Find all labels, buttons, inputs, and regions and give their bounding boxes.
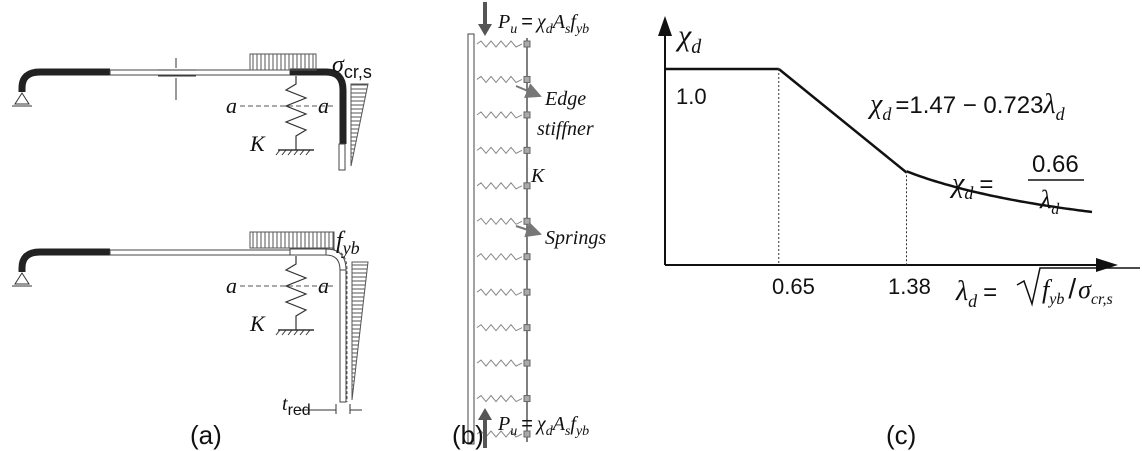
curve-segment-3	[906, 170, 1093, 214]
label-a-left: a	[226, 93, 237, 118]
label-springs: Springs	[545, 227, 606, 249]
label-tred: tred	[282, 393, 311, 419]
spring	[476, 182, 523, 190]
spring	[476, 288, 523, 296]
stiffener-node	[523, 40, 531, 48]
spring	[476, 75, 523, 84]
flange-left-thick	[18, 248, 110, 272]
lip-thin	[338, 143, 346, 171]
pin-support	[14, 92, 30, 105]
label-a-right: a	[318, 273, 329, 298]
spring	[476, 323, 523, 332]
spring-top	[284, 76, 308, 150]
caption-a: (a)	[190, 420, 222, 450]
section-bottom: a a K fyb tred	[12, 228, 369, 432]
stiffener-node	[523, 395, 531, 403]
bottom-load-label: Pu = χdAsfyb	[497, 413, 589, 439]
stiffener-node	[523, 324, 531, 332]
spring	[476, 252, 523, 261]
stiffener-node	[523, 253, 531, 261]
svg-text:0.66: 0.66	[1032, 151, 1079, 178]
svg-text:λd: λd	[1039, 185, 1060, 218]
web-thin	[109, 69, 291, 76]
stiffener-node	[523, 111, 531, 119]
section-top: a a K σcr,s	[12, 52, 372, 171]
spring	[476, 394, 523, 403]
spring	[476, 40, 523, 48]
equation-hyperbolic: χd = 0.66 λd	[949, 151, 1084, 218]
stiffener-node	[523, 288, 531, 296]
stress-block-bottom	[249, 231, 335, 249]
stiffener-node	[523, 217, 531, 225]
spring	[476, 217, 523, 226]
label-fyb: fyb	[336, 228, 360, 258]
svg-text:χd=: χd =	[949, 168, 993, 203]
label-a-right: a	[318, 93, 329, 118]
panel-c: χd 1.0 0.65 1.38 χd =1.47 − 0.723λd χd = 0…	[658, 16, 1140, 450]
lip-reduced	[339, 269, 347, 403]
svg-text:fyb/σcr,s: fyb/σcr,s	[1042, 273, 1113, 308]
spring-bottom	[284, 256, 308, 330]
stiffener-node	[523, 359, 531, 367]
x-axis-formula: λd = fyb/σcr,s	[955, 267, 1140, 311]
pin-support	[14, 272, 30, 285]
label-edge: Edge	[544, 88, 586, 110]
label-k: K	[530, 165, 546, 187]
spring	[476, 111, 523, 119]
y-tick-1.0: 1.0	[676, 84, 707, 109]
spring-array	[476, 40, 531, 438]
flange-right-thick	[290, 68, 347, 144]
web-thin	[109, 249, 291, 256]
label-k: K	[249, 131, 266, 156]
label-sigma-crs: σcr,s	[332, 52, 372, 82]
spring	[476, 146, 523, 155]
caption-c: (c)	[886, 420, 916, 450]
panel-a: a a K σcr,s a	[12, 52, 372, 450]
plate	[467, 33, 475, 445]
stiffener-node	[523, 430, 531, 438]
flange-left-thick	[18, 68, 110, 92]
spring	[476, 359, 523, 367]
curve-segment-2	[778, 68, 908, 174]
panel-b: Pu = χdAsfyb Pu = χdAsfyb Edge stiffner K Sp…	[452, 2, 606, 450]
stress-triangle-bottom	[351, 261, 369, 401]
x-tick-1.38: 1.38	[888, 274, 931, 299]
stiffener-node	[523, 182, 531, 190]
stress-block-top	[249, 53, 317, 71]
top-load-label: Pu = χdAsfyb	[497, 11, 589, 37]
svg-text:λd=: λd =	[955, 276, 997, 311]
stiffener-node	[523, 75, 531, 83]
equation-linear: χd =1.47 − 0.723λd	[867, 89, 1066, 124]
stress-triangle-top	[350, 83, 369, 167]
x-tick-0.65: 0.65	[772, 274, 815, 299]
label-stiffner: stiffner	[537, 118, 594, 140]
caption-b: (b)	[452, 420, 484, 450]
label-k: K	[249, 311, 266, 336]
curve	[665, 67, 1093, 265]
stiffener-node	[523, 146, 531, 154]
label-a-left: a	[226, 273, 237, 298]
y-axis-label: χd	[675, 19, 702, 58]
